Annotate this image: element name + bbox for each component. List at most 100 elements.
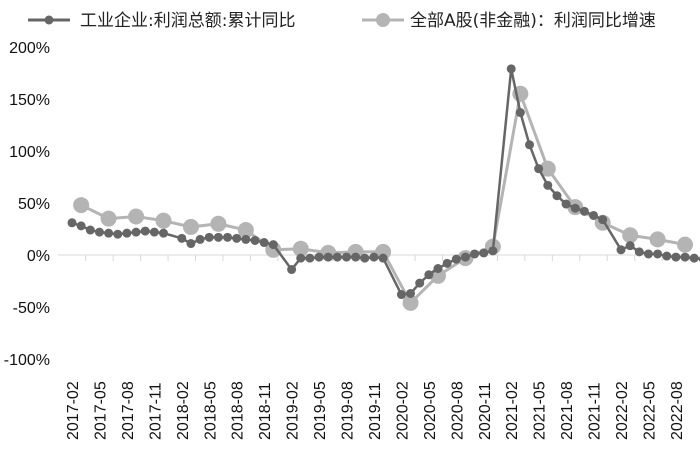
x-tick-label: 2018-11 [257, 382, 274, 440]
data-point-marker [662, 251, 672, 261]
data-point-marker [622, 227, 639, 244]
data-point-marker [488, 246, 498, 256]
data-point-marker [351, 252, 361, 262]
series-industrial-profit [67, 64, 700, 300]
x-tick-label: 2018-02 [175, 381, 192, 440]
x-tick-label: 2020-11 [477, 382, 494, 440]
data-point-marker [424, 270, 434, 280]
legend-label: 全部A股(非金融)：利润同比增速 [410, 11, 656, 31]
data-point-marker [534, 164, 544, 174]
legend-marker-icon [44, 15, 54, 25]
data-point-marker [342, 252, 351, 262]
legend-item: 全部A股(非金融)：利润同比增速 [362, 11, 656, 31]
data-point-marker [149, 227, 159, 237]
data-point-marker [182, 218, 199, 235]
y-tick-label: 100% [9, 144, 50, 161]
data-point-marker [525, 140, 534, 150]
data-point-marker [296, 253, 306, 263]
data-point-marker [155, 212, 172, 229]
y-tick-label: -50% [13, 300, 50, 317]
plot-area [67, 64, 700, 311]
x-tick-label: 2019-11 [367, 382, 384, 440]
data-point-marker [579, 206, 589, 216]
data-point-marker [213, 232, 223, 242]
data-point-marker [73, 197, 90, 214]
data-point-marker [442, 258, 452, 268]
data-point-marker [131, 227, 141, 237]
y-tick-label: 0% [27, 248, 50, 265]
x-axis: 2017-02 2017-05 2017-08 2017-11 2018-02 2018-… [58, 254, 691, 440]
x-tick-label: 2021-08 [559, 381, 576, 440]
data-point-marker [250, 235, 260, 245]
data-point-marker [140, 226, 150, 236]
data-point-marker [598, 215, 608, 225]
data-point-marker [122, 228, 132, 238]
y-tick-label: -100% [4, 352, 50, 369]
data-point-marker [570, 203, 580, 213]
data-point-marker [671, 252, 681, 262]
data-point-marker [543, 180, 553, 190]
data-point-marker [396, 290, 406, 300]
y-tick-label: 150% [9, 92, 50, 109]
data-point-marker [470, 249, 480, 259]
data-point-marker [589, 210, 599, 220]
x-tick-label: 2019-05 [312, 381, 329, 440]
data-point-marker [292, 240, 309, 257]
data-point-marker [616, 245, 626, 255]
x-tick-label: 2018-08 [230, 381, 247, 440]
data-point-marker [94, 227, 104, 237]
y-axis: 200% 150% 100% 50% 0% -50% -100% [4, 40, 50, 369]
data-point-marker [305, 253, 315, 263]
data-point-marker [539, 160, 556, 177]
data-point-marker [634, 247, 644, 257]
x-tick-label: 2017-11 [147, 382, 164, 440]
data-point-marker [113, 229, 123, 239]
x-tick-label: 2017-08 [120, 381, 137, 440]
data-point-marker [241, 234, 251, 244]
data-point-marker [375, 243, 392, 260]
data-point-marker [210, 215, 227, 232]
y-tick-label: 200% [9, 40, 50, 57]
data-point-marker [378, 253, 388, 263]
data-point-marker [360, 253, 370, 263]
data-point-marker [259, 238, 269, 248]
data-point-marker [552, 191, 562, 201]
legend-marker-icon [376, 13, 390, 27]
data-point-marker [237, 222, 254, 239]
x-tick-label: 2022-05 [641, 381, 658, 440]
data-point-marker [128, 208, 145, 225]
data-point-marker [85, 225, 95, 235]
data-point-marker [653, 249, 663, 259]
data-point-marker [506, 64, 516, 74]
data-point-marker [177, 233, 187, 243]
data-point-marker [223, 232, 233, 242]
data-point-marker [406, 288, 416, 298]
x-tick-label: 2020-08 [449, 381, 466, 440]
data-point-marker [314, 252, 324, 262]
data-point-marker [451, 254, 461, 264]
data-point-marker [680, 252, 690, 262]
x-tick-label: 2021-02 [504, 381, 521, 440]
legend-label: 工业企业:利润总额:累计同比 [80, 11, 295, 31]
data-point-marker [159, 228, 168, 238]
x-tick-label: 2022-08 [669, 381, 686, 440]
data-point-marker [479, 248, 489, 258]
data-point-marker [104, 228, 114, 238]
y-tick-label: 50% [18, 196, 50, 213]
data-point-marker [689, 253, 699, 263]
data-point-marker [677, 236, 694, 253]
data-point-marker [332, 252, 342, 262]
data-point-marker [186, 239, 196, 249]
legend: 工业企业:利润总额:累计同比 全部A股(非金融)：利润同比增速 [28, 11, 656, 31]
data-point-marker [625, 241, 635, 251]
x-tick-label: 2018-05 [202, 381, 219, 440]
x-tick-label: 2019-08 [340, 381, 357, 440]
data-point-marker [287, 265, 297, 275]
data-point-marker [369, 252, 379, 262]
x-tick-label: 2020-05 [422, 381, 439, 440]
legend-item: 工业企业:利润总额:累计同比 [28, 11, 295, 31]
data-point-marker [323, 252, 333, 262]
data-point-marker [268, 240, 278, 250]
x-tick-label: 2017-02 [65, 381, 82, 440]
